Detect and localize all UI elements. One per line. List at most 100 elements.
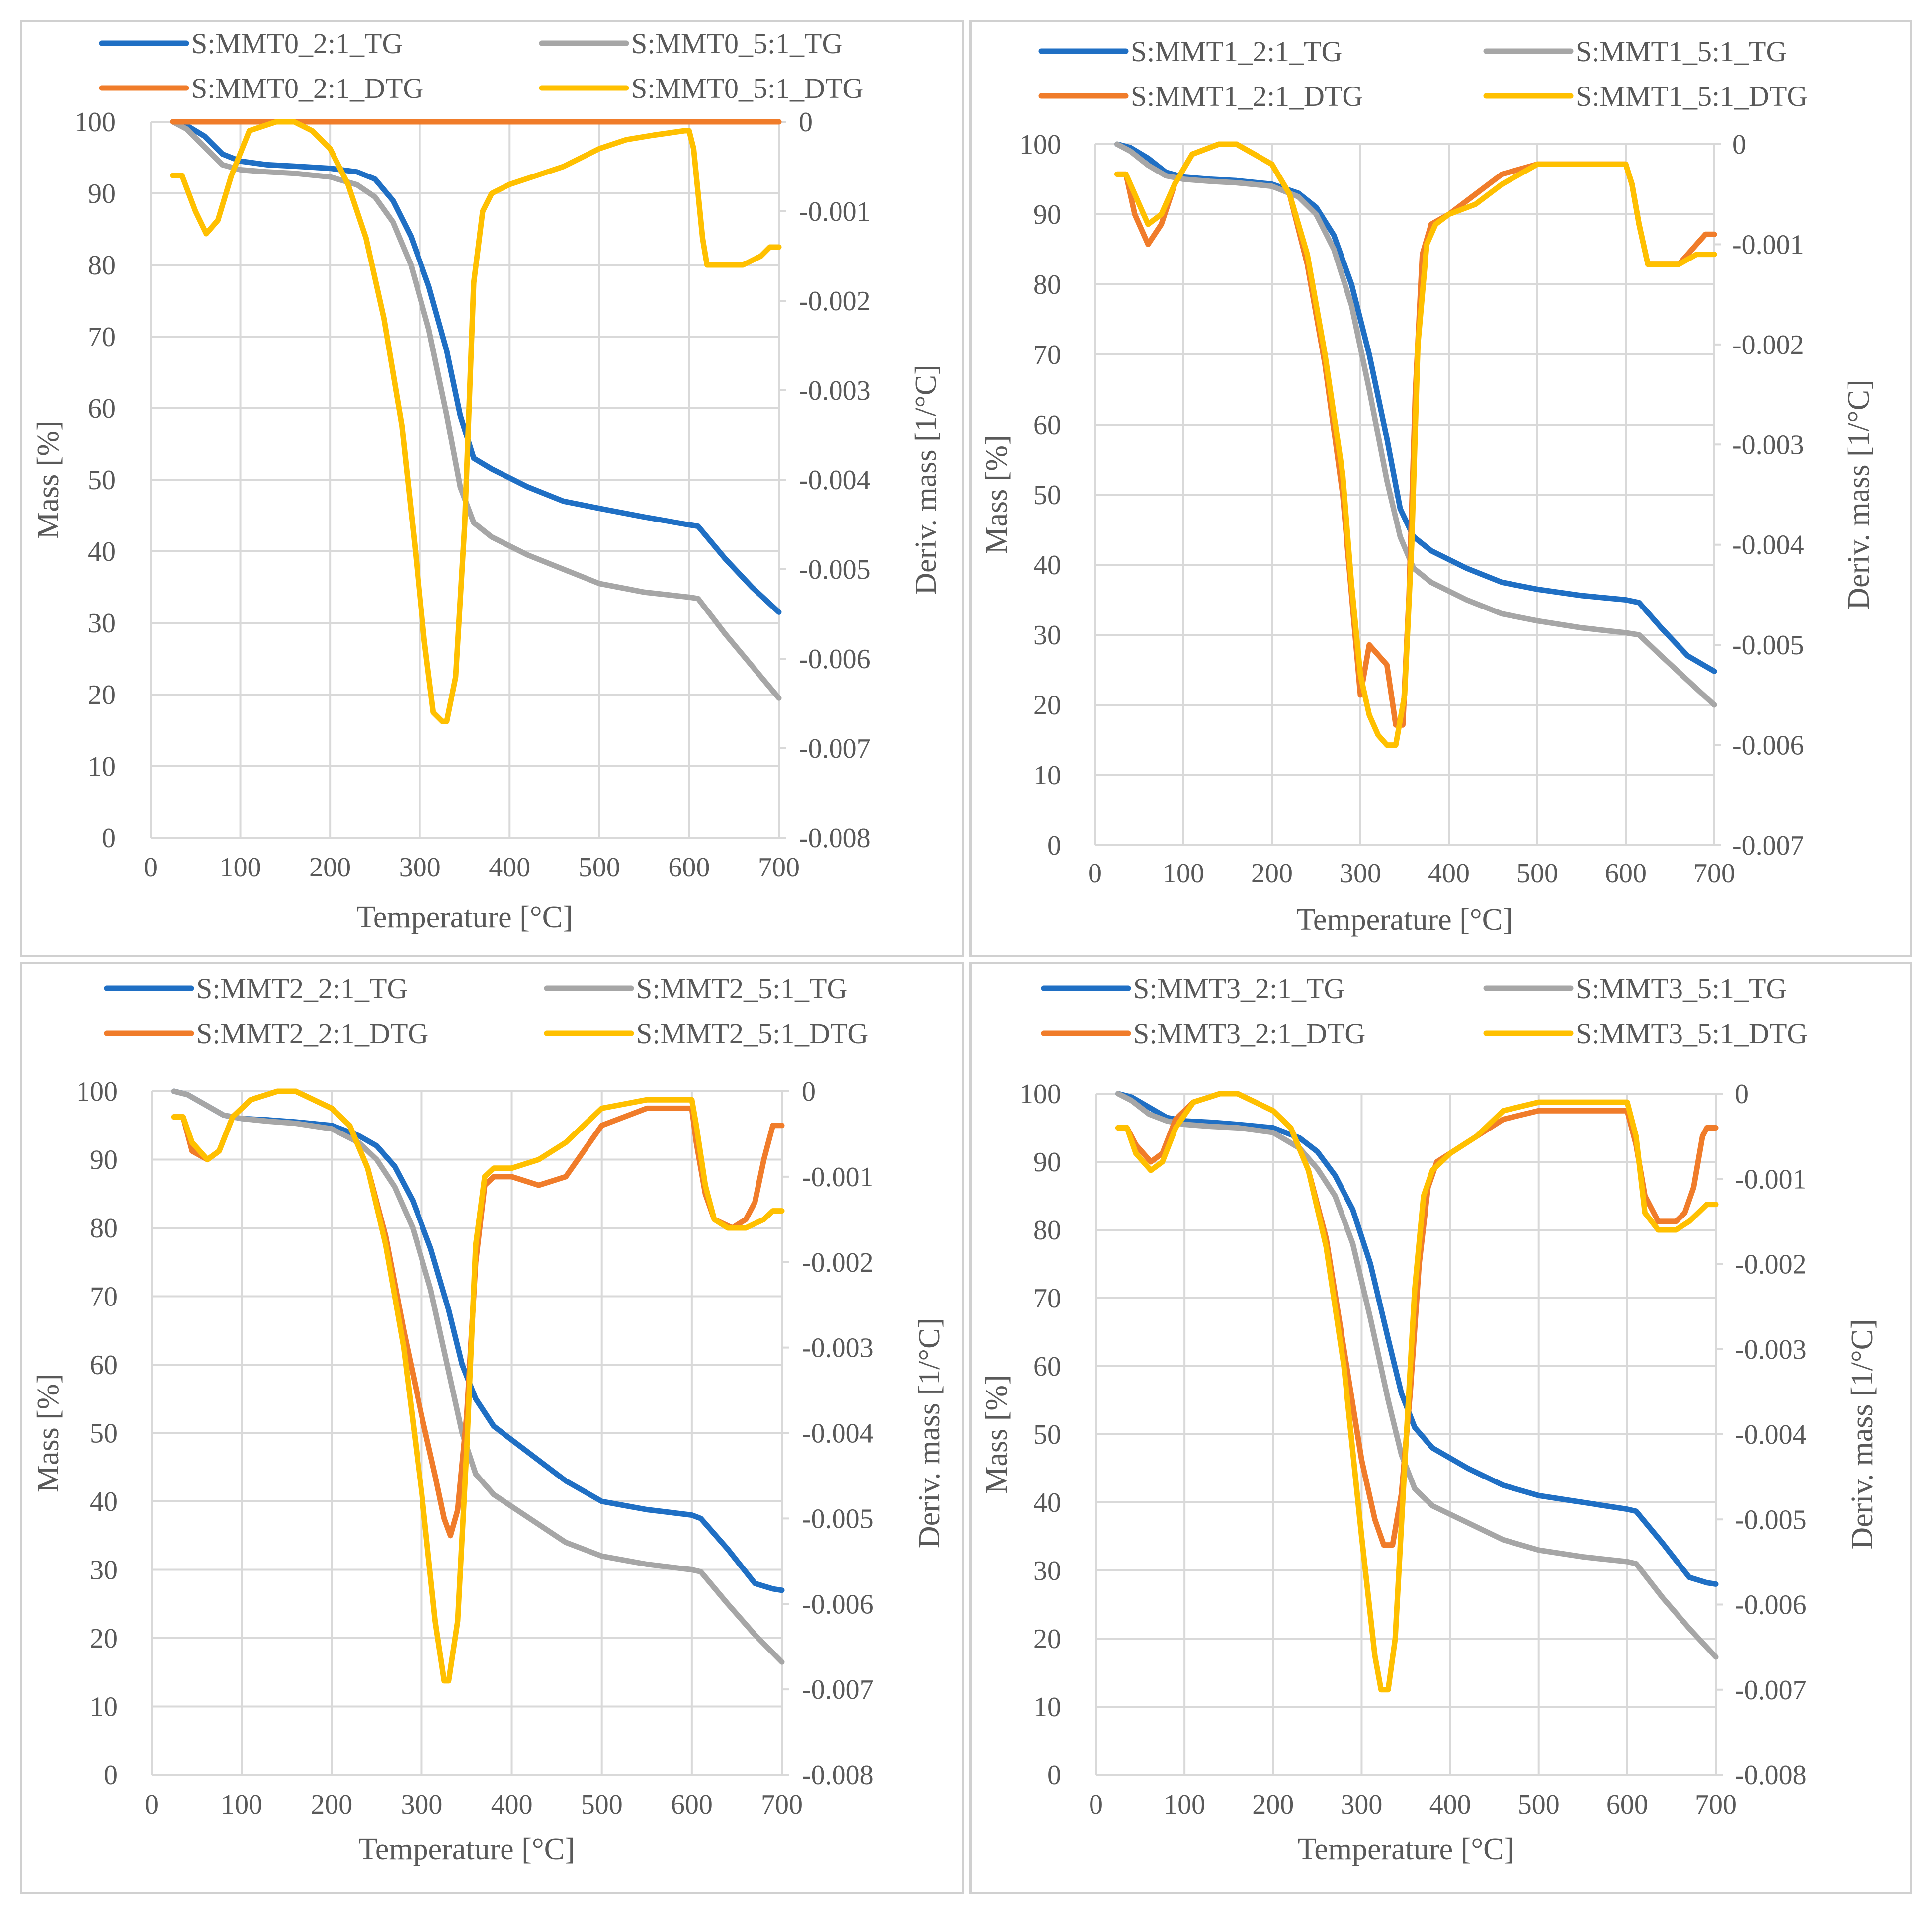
x-tick-label: 100 — [220, 852, 261, 883]
legend: S:MMT1_2:1_TG S:MMT1_5:1_TG S:MMT1_2:1_DTG… — [1038, 35, 1808, 112]
y2-tick-label: -0.007 — [802, 1674, 874, 1705]
y2-tick-label: -0.007 — [799, 733, 871, 764]
x-tick-label: 400 — [491, 1789, 533, 1820]
gridlines — [151, 1090, 789, 1776]
legend-label: S:MMT0_5:1_DTG — [631, 72, 863, 104]
x-tick-label: 700 — [758, 852, 800, 883]
series-line-s-mmt2-2-1-tg — [171, 1088, 785, 1593]
y2-tick-label: -0.007 — [1735, 1675, 1807, 1706]
y2-tick-label: -0.004 — [1732, 530, 1804, 561]
y-tick-label: 100 — [1019, 1079, 1061, 1110]
y2-tick-label: -0.008 — [802, 1760, 874, 1791]
chart-panel-mmt0: 0 100 200 300 400 500 600 700 0 10 20 30 40 50 60 70 80 9… — [20, 20, 964, 957]
y-axis-title: Mass [%] — [31, 1374, 65, 1492]
legend-item: S:MMT1_2:1_TG — [1038, 35, 1342, 68]
y-tick-label: 30 — [1033, 620, 1061, 651]
y2-tick-label: 0 — [799, 107, 813, 138]
y-tick-label: 40 — [90, 1486, 118, 1517]
x-tick-label: 100 — [1163, 858, 1204, 889]
y2-tick-label: -0.007 — [1732, 830, 1804, 861]
y-tick-label: 10 — [90, 1692, 118, 1723]
y-tick-label: 60 — [88, 393, 116, 424]
y2-axis-title: Deriv. mass [1/°C] — [913, 1318, 946, 1548]
legend-label: S:MMT3_5:1_TG — [1576, 972, 1787, 1005]
tick-labels: 0 100 200 300 400 500 600 700 0 10 20 30 40 50 60 70 80 9… — [74, 107, 871, 883]
series-line-s-mmt1-5-1-dtg — [1114, 141, 1717, 748]
legend-label: S:MMT3_2:1_TG — [1133, 972, 1344, 1005]
series-line-s-mmt1-5-1-tg — [1114, 141, 1717, 708]
y-tick-label: 20 — [1033, 1624, 1061, 1654]
series-line-s-mmt3-2-1-tg — [1115, 1091, 1719, 1587]
y2-tick-label: -0.002 — [799, 286, 871, 317]
y-tick-label: 90 — [1033, 199, 1061, 230]
x-tick-label: 300 — [401, 1789, 442, 1820]
y2-axis-title: Deriv. mass [1/°C] — [909, 364, 943, 595]
x-tick-label: 100 — [221, 1789, 262, 1820]
y-tick-label: 50 — [1033, 480, 1061, 511]
x-tick-label: 500 — [1518, 1789, 1560, 1820]
legend-label: S:MMT1_5:1_DTG — [1576, 80, 1808, 112]
y-tick-label: 10 — [88, 751, 116, 782]
series-line-s-mmt2-5-1-dtg — [171, 1088, 785, 1684]
legend-item: S:MMT0_2:1_TG — [99, 27, 403, 60]
legend-item: S:MMT0_5:1_TG — [539, 27, 842, 60]
y2-tick-label: -0.004 — [799, 465, 871, 496]
x-tick-label: 200 — [311, 1789, 352, 1820]
y-tick-label: 40 — [88, 536, 116, 567]
x-tick-label: 0 — [144, 852, 158, 883]
y-tick-label: 50 — [88, 465, 116, 496]
legend-item: S:MMT0_5:1_DTG — [539, 72, 863, 104]
legend-item: S:MMT2_2:1_DTG — [104, 1017, 428, 1049]
y2-tick-label: 0 — [1735, 1079, 1749, 1110]
y-tick-label: 0 — [102, 823, 116, 854]
y2-tick-label: -0.006 — [802, 1589, 874, 1620]
chart-panel-mmt2: 0 100 200 300 400 500 600 700 0 10 20 30 40 50 60 70 80 9… — [20, 962, 964, 1894]
x-tick-label: 400 — [1429, 1789, 1471, 1820]
x-tick-label: 0 — [145, 1789, 159, 1820]
legend-item: S:MMT2_2:1_TG — [104, 972, 408, 1005]
series-lines — [170, 119, 782, 724]
x-tick-label: 700 — [1695, 1789, 1737, 1820]
y-tick-label: 100 — [74, 107, 116, 138]
y2-tick-label: -0.008 — [1735, 1760, 1807, 1791]
x-axis-title: Temperature [°C] — [356, 900, 573, 934]
y2-tick-label: -0.005 — [802, 1503, 874, 1534]
legend-item: S:MMT0_2:1_DTG — [99, 72, 423, 104]
y2-tick-label: -0.005 — [799, 554, 871, 585]
y2-axis-title: Deriv. mass [1/°C] — [1846, 1319, 1879, 1549]
y2-tick-label: -0.006 — [799, 644, 871, 675]
y2-tick-label: -0.003 — [802, 1333, 874, 1364]
x-tick-label: 600 — [1606, 1789, 1648, 1820]
x-tick-label: 700 — [1693, 858, 1735, 889]
legend-label: S:MMT0_2:1_DTG — [191, 72, 423, 104]
series-line-s-mmt2-2-1-dtg — [171, 1088, 785, 1539]
y2-tick-label: -0.001 — [1735, 1164, 1807, 1195]
chart-panel-mmt3: 0 100 200 300 400 500 600 700 0 10 20 30 40 50 60 70 80 9… — [969, 962, 1912, 1894]
legend: S:MMT2_2:1_TG S:MMT2_5:1_TG S:MMT2_2:1_DTG… — [104, 972, 868, 1049]
y2-tick-label: -0.004 — [1735, 1419, 1807, 1450]
chart-svg-mmt1: 0 100 200 300 400 500 600 700 0 10 20 30 40 50 60 70 80 9… — [980, 35, 1876, 937]
y2-tick-label: -0.003 — [1732, 430, 1804, 460]
y-tick-label: 60 — [1033, 1351, 1061, 1382]
x-tick-label: 500 — [1516, 858, 1558, 889]
legend-item: S:MMT3_5:1_DTG — [1483, 1017, 1808, 1049]
y-tick-label: 30 — [1033, 1556, 1061, 1586]
y2-tick-label: 0 — [802, 1076, 816, 1107]
legend-item: S:MMT3_2:1_TG — [1041, 972, 1344, 1005]
y2-tick-label: -0.001 — [1732, 229, 1804, 260]
x-tick-label: 700 — [761, 1789, 803, 1820]
y-tick-label: 20 — [90, 1623, 118, 1654]
series-lines — [1114, 141, 1717, 748]
x-axis-title: Temperature [°C] — [1296, 903, 1512, 937]
series-line-s-mmt0-5-1-dtg — [170, 119, 782, 724]
x-tick-label: 0 — [1088, 858, 1102, 889]
legend-label: S:MMT2_5:1_TG — [636, 972, 847, 1005]
y-tick-label: 80 — [88, 250, 116, 281]
y-tick-label: 10 — [1033, 760, 1061, 791]
x-tick-label: 500 — [579, 852, 620, 883]
y2-tick-label: -0.003 — [799, 375, 871, 406]
y-tick-label: 30 — [90, 1555, 118, 1586]
legend-item: S:MMT2_5:1_TG — [544, 972, 847, 1005]
gridlines — [1094, 143, 1721, 846]
x-tick-label: 0 — [1089, 1789, 1103, 1820]
